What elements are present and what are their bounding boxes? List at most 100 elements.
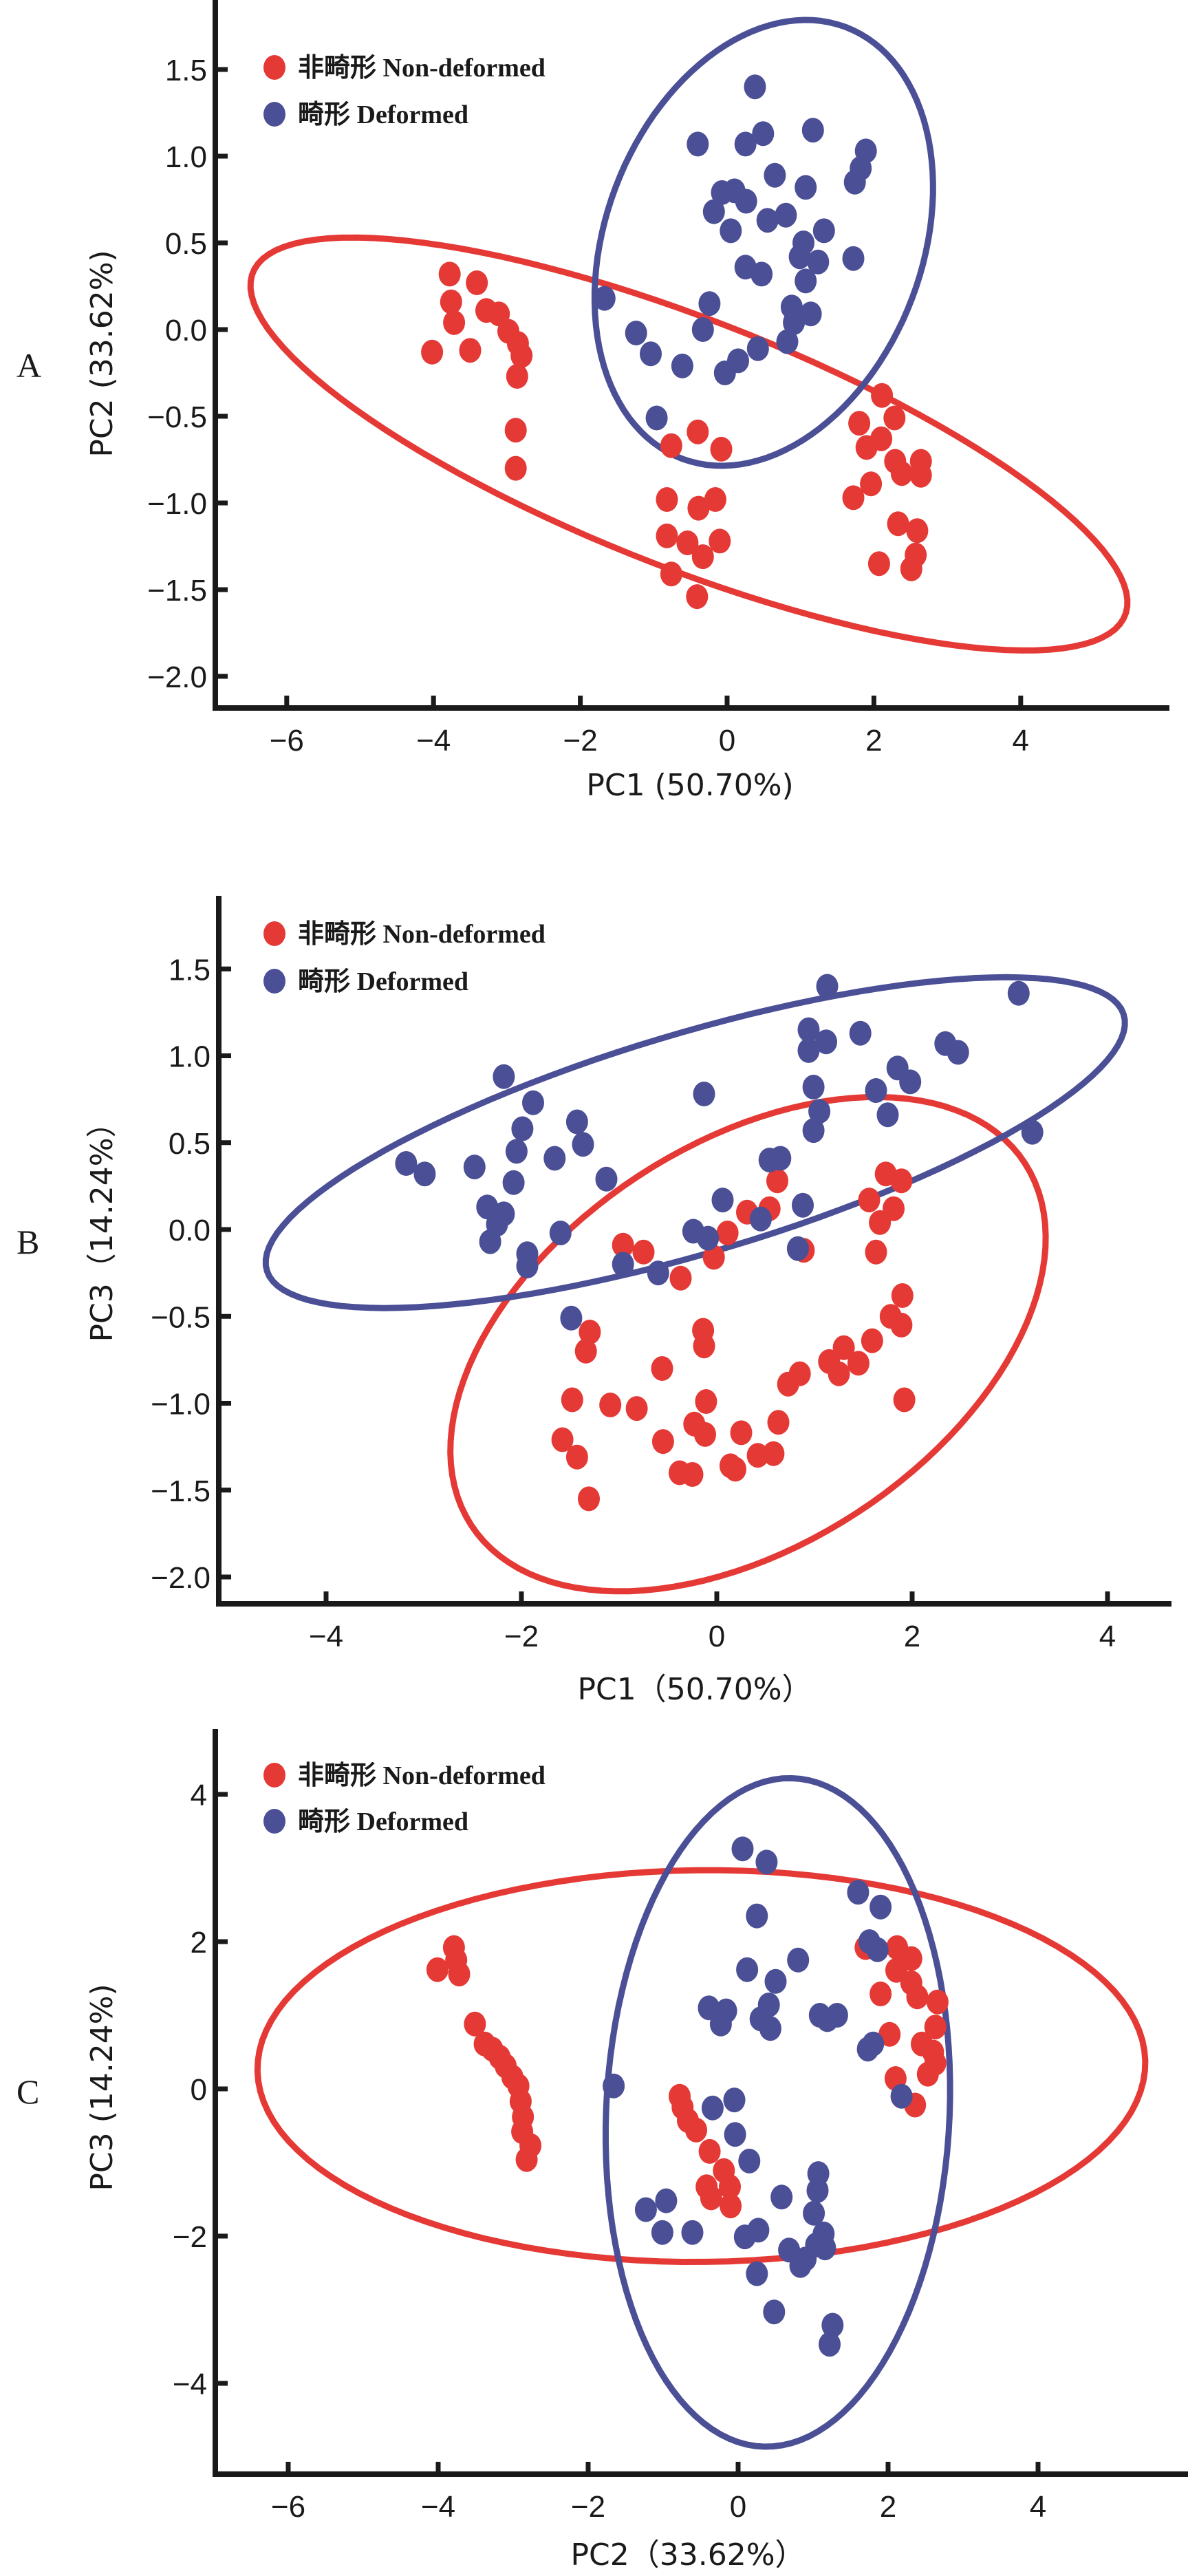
data-point-deformed: [789, 2253, 812, 2278]
data-point-deformed: [1007, 980, 1030, 1006]
data-point-non-deformed: [869, 1210, 892, 1235]
legend-label-deformed: 畸形 Deformed: [298, 967, 468, 996]
data-point-deformed: [697, 1225, 720, 1251]
legend-marker-non-deformed: [263, 55, 285, 80]
x-axis-title: PC1（50.70%）: [577, 1672, 812, 1707]
data-point-non-deformed: [887, 511, 909, 537]
data-point-deformed: [502, 1170, 525, 1195]
data-point-deformed: [876, 1102, 899, 1128]
data-point-non-deformed: [515, 2147, 538, 2172]
data-point-deformed: [651, 2220, 673, 2245]
data-point-deformed: [702, 199, 725, 224]
data-point-deformed: [842, 246, 865, 271]
data-point-deformed: [493, 1064, 515, 1089]
data-point-deformed: [647, 1260, 669, 1286]
data-point-deformed: [625, 321, 647, 345]
data-point-deformed: [862, 2031, 885, 2057]
y-tick-label: −0.5: [147, 400, 207, 434]
data-point-deformed: [806, 2178, 829, 2203]
data-point-non-deformed: [924, 2015, 947, 2040]
data-point-deformed: [775, 202, 797, 228]
x-axis-title: PC1 (50.70%): [586, 768, 793, 803]
data-point-non-deformed: [466, 270, 488, 295]
data-point-deformed: [746, 2261, 768, 2286]
data-point-non-deformed: [900, 556, 922, 581]
data-point-deformed: [572, 1132, 594, 1157]
data-point-deformed: [593, 286, 616, 311]
data-point-non-deformed: [842, 485, 865, 511]
data-point-non-deformed: [660, 433, 682, 458]
data-point-deformed: [747, 2218, 770, 2243]
data-point-non-deformed: [693, 1333, 715, 1359]
data-point-deformed: [764, 1968, 787, 1994]
data-point-non-deformed: [551, 1427, 574, 1452]
data-point-non-deformed: [579, 1320, 601, 1344]
data-point-non-deformed: [916, 2061, 939, 2087]
data-point-deformed: [797, 1017, 820, 1042]
axes: −6 −4 −2 0 2 4 4 2 0 −2 −4: [173, 1729, 1188, 2524]
data-point-deformed: [713, 361, 736, 385]
data-point-deformed: [738, 2148, 761, 2174]
legend-label-deformed: 畸形 Deformed: [298, 1807, 468, 1836]
legend: 非畸形 Non-deformed 畸形 Deformed: [263, 920, 546, 996]
data-point-non-deformed: [656, 487, 678, 512]
data-point-non-deformed: [599, 1393, 622, 1417]
data-point-deformed: [549, 1221, 572, 1245]
x-axis-title: PC2（33.62%）: [570, 2537, 805, 2573]
data-point-non-deformed: [865, 1239, 887, 1265]
x-tick-label: −6: [270, 724, 304, 758]
data-point-deformed: [759, 2016, 781, 2041]
data-point-non-deformed: [510, 343, 533, 368]
x-tick-label: 4: [1099, 1620, 1116, 1653]
data-point-deformed: [752, 121, 775, 147]
ellipse-layer: [262, 974, 1128, 1595]
data-point-deformed: [640, 341, 662, 367]
y-tick-label: 0.0: [169, 1214, 210, 1247]
data-point-non-deformed: [574, 1338, 597, 1364]
axes: −4 −2 0 2 4 1.5 1.0 0.5 0.0 −0.5 −1.0 −1.5 −2.0: [151, 896, 1171, 1653]
data-point-deformed: [770, 2185, 793, 2210]
y-tick-label: −4: [173, 2368, 207, 2401]
data-point-non-deformed: [459, 338, 482, 363]
data-point-non-deformed: [855, 435, 878, 460]
data-point-non-deformed: [676, 530, 699, 555]
data-point-deformed: [395, 1151, 418, 1176]
y-axis-title: PC3（14.24%）: [85, 1107, 120, 1342]
data-point-deformed: [603, 2073, 625, 2099]
data-point-deformed: [505, 1139, 528, 1164]
panel-letter: A: [17, 346, 41, 385]
panel-letter: C: [17, 2072, 39, 2111]
data-point-deformed: [463, 1155, 486, 1180]
data-point-non-deformed: [890, 1168, 913, 1194]
legend-marker-deformed: [263, 1809, 285, 1834]
panel-a: A −6 −4 −2 0 2 41.51.00.50.0−0.5−1.0−1.5−2.0 …: [17, 0, 1169, 803]
data-point-deformed: [816, 974, 839, 999]
data-point-deformed: [595, 1166, 618, 1192]
legend-label-non-deformed: 非畸形 Non-deformed: [298, 1761, 546, 1790]
data-point-deformed: [769, 1146, 792, 1171]
data-point-non-deformed: [687, 419, 709, 444]
data-point-deformed: [899, 1069, 922, 1095]
data-point-deformed: [843, 169, 866, 195]
data-point-deformed: [691, 317, 714, 342]
y-tick-label: 1.5: [169, 953, 210, 987]
data-point-deformed: [947, 1040, 969, 1065]
data-point-non-deformed: [848, 411, 871, 436]
data-point-deformed: [731, 1836, 754, 1862]
data-point-non-deformed: [704, 487, 726, 512]
data-point-non-deformed: [686, 584, 709, 610]
data-point-deformed: [870, 1894, 892, 1920]
confidence-ellipse-deformed: [603, 1774, 953, 2450]
data-point-non-deformed: [890, 1312, 913, 1338]
ellipse-layer: [247, 17, 1131, 654]
y-tick-label: −1.5: [151, 1474, 210, 1508]
data-point-non-deformed: [724, 1457, 746, 1482]
data-point-deformed: [720, 218, 742, 244]
data-point-deformed: [792, 1192, 814, 1218]
data-point-deformed: [736, 1957, 759, 1982]
data-point-non-deformed: [651, 1356, 673, 1381]
data-point-deformed: [866, 1937, 889, 1962]
data-point-non-deformed: [448, 1962, 471, 1987]
data-point-deformed: [516, 1254, 539, 1278]
data-point-non-deformed: [660, 561, 682, 587]
